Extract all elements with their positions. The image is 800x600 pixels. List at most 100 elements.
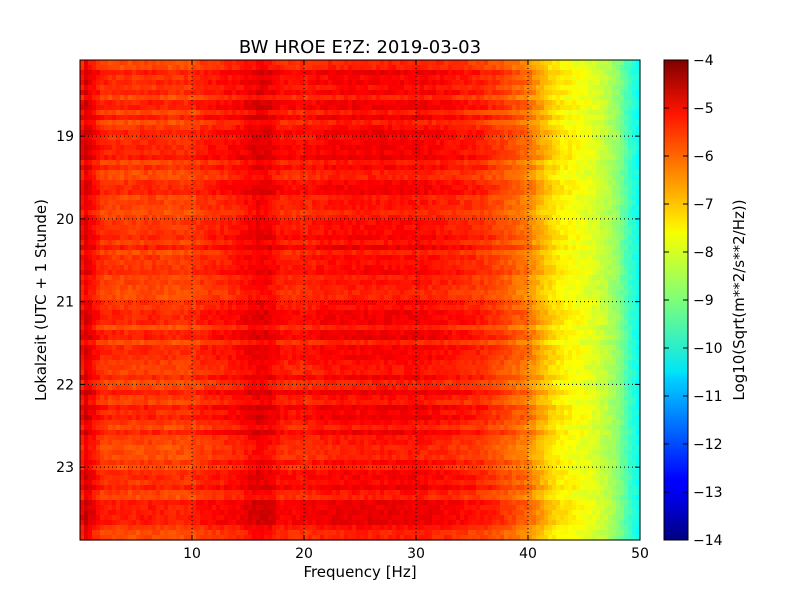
heatmap-cell: [328, 130, 333, 136]
heatmap-cell: [560, 85, 565, 91]
heatmap-cell: [276, 70, 281, 76]
heatmap-cell: [436, 135, 441, 141]
heatmap-cell: [280, 80, 285, 86]
heatmap-cell: [612, 65, 617, 71]
heatmap-cell: [208, 100, 213, 106]
heatmap-cell: [572, 110, 577, 116]
heatmap-cell: [260, 175, 265, 181]
heatmap-cell: [132, 95, 137, 101]
heatmap-cell: [360, 90, 365, 96]
heatmap-cell: [404, 230, 409, 236]
heatmap-cell: [568, 130, 573, 136]
heatmap-cell: [248, 150, 253, 156]
heatmap-cell: [176, 200, 181, 206]
heatmap-cell: [428, 170, 433, 176]
heatmap-cell: [292, 205, 297, 211]
heatmap-cell: [524, 75, 529, 81]
heatmap-cell: [440, 220, 445, 226]
heatmap-cell: [316, 60, 321, 66]
heatmap-cell: [492, 205, 497, 211]
heatmap-cell: [616, 225, 621, 231]
heatmap-cell: [436, 220, 441, 226]
heatmap-cell: [440, 170, 445, 176]
heatmap-cell: [88, 70, 93, 76]
heatmap-cell: [432, 80, 437, 86]
heatmap-cell: [412, 120, 417, 126]
heatmap-cell: [144, 220, 149, 226]
heatmap-cell: [416, 220, 421, 226]
heatmap-cell: [404, 195, 409, 201]
heatmap-cell: [252, 110, 257, 116]
heatmap-cell: [124, 185, 129, 191]
heatmap-cell: [376, 100, 381, 106]
heatmap-cell: [256, 210, 261, 216]
heatmap-cell: [232, 125, 237, 131]
heatmap-cell: [268, 155, 273, 161]
heatmap-cell: [624, 210, 629, 216]
heatmap-cell: [128, 225, 133, 231]
heatmap-cell: [168, 230, 173, 236]
heatmap-cell: [432, 75, 437, 81]
heatmap-cell: [516, 90, 521, 96]
heatmap-cell: [132, 180, 137, 186]
heatmap-cell: [428, 80, 433, 86]
heatmap-cell: [348, 130, 353, 136]
heatmap-cell: [152, 130, 157, 136]
heatmap-cell: [176, 90, 181, 96]
heatmap-cell: [520, 210, 525, 216]
heatmap-cell: [444, 110, 449, 116]
heatmap-cell: [220, 140, 225, 146]
heatmap-cell: [544, 220, 549, 226]
heatmap-cell: [448, 105, 453, 111]
heatmap-cell: [312, 215, 317, 221]
heatmap-cell: [572, 140, 577, 146]
heatmap-cell: [544, 200, 549, 206]
heatmap-cell: [300, 200, 305, 206]
heatmap-cell: [220, 200, 225, 206]
heatmap-cell: [480, 115, 485, 121]
heatmap-cell: [424, 210, 429, 216]
heatmap-cell: [144, 205, 149, 211]
heatmap-cell: [532, 190, 537, 196]
heatmap-cell: [88, 135, 93, 141]
heatmap-cell: [252, 195, 257, 201]
heatmap-cell: [360, 130, 365, 136]
heatmap-cell: [520, 70, 525, 76]
heatmap-cell: [476, 225, 481, 231]
heatmap-cell: [540, 125, 545, 131]
heatmap-cell: [260, 160, 265, 166]
heatmap-cell: [368, 175, 373, 181]
heatmap-cell: [168, 70, 173, 76]
heatmap-cell: [524, 120, 529, 126]
heatmap-cell: [564, 100, 569, 106]
heatmap-cell: [632, 215, 637, 221]
heatmap-cell: [300, 150, 305, 156]
heatmap-cell: [228, 180, 233, 186]
heatmap-cell: [512, 175, 517, 181]
heatmap-cell: [528, 220, 533, 226]
heatmap-cell: [632, 230, 637, 236]
heatmap-cell: [536, 165, 541, 171]
heatmap-cell: [512, 170, 517, 176]
heatmap-cell: [572, 195, 577, 201]
heatmap-cell: [216, 180, 221, 186]
heatmap-cell: [344, 80, 349, 86]
heatmap-cell: [248, 125, 253, 131]
heatmap-cell: [328, 145, 333, 151]
heatmap-cell: [320, 75, 325, 81]
heatmap-cell: [308, 215, 313, 221]
heatmap-cell: [380, 135, 385, 141]
heatmap-cell: [464, 65, 469, 71]
heatmap-cell: [608, 205, 613, 211]
heatmap-cell: [636, 200, 641, 206]
heatmap-cell: [156, 75, 161, 81]
heatmap-cell: [272, 185, 277, 191]
heatmap-cell: [512, 165, 517, 171]
heatmap-cell: [584, 180, 589, 186]
heatmap-cell: [268, 235, 273, 241]
heatmap-cell: [564, 230, 569, 236]
heatmap-cell: [464, 95, 469, 101]
heatmap-cell: [572, 135, 577, 141]
heatmap-cell: [384, 185, 389, 191]
heatmap-cell: [532, 195, 537, 201]
